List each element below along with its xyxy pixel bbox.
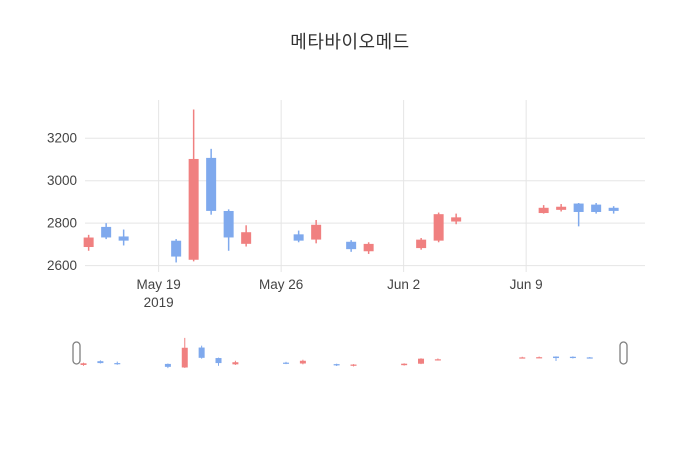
mini-candle-body [401,363,408,366]
mini-candle-body [434,359,441,361]
mini-candle-body [181,347,188,368]
mini-candle-body [299,360,306,364]
mini-candle-body [418,358,425,364]
rangeslider-track[interactable] [80,331,620,375]
candle [311,219,322,244]
candle-body [83,237,94,248]
candle-body [608,207,619,211]
candle-body [433,214,444,241]
candle-body [118,236,129,241]
candle-body [311,224,322,240]
candle [346,240,357,252]
candle [416,238,427,250]
candle [171,239,182,263]
candle-body [188,158,199,260]
candle-body [556,206,567,210]
candle [363,242,374,254]
mini-candle-body [350,364,357,366]
mini-candle-body [80,363,87,365]
candle-body [538,207,549,214]
candle-body [591,204,602,212]
y-tick-label: 3000 [47,173,77,188]
candles [83,109,619,263]
candle-body [223,210,234,238]
candle-body [451,217,462,222]
candle-body [206,157,217,211]
rangeslider [72,331,628,375]
candle [433,212,444,243]
y-tick-label: 3200 [47,131,77,146]
mini-candle-body [97,361,104,364]
mini-candle-body [569,356,576,359]
candle [188,109,199,262]
candle-body [293,234,304,241]
x-tick-label: May 26 [259,277,303,292]
candle [556,204,567,212]
gridlines [85,100,645,272]
rangeslider-right-handle[interactable] [619,341,628,365]
x-tick-sublabel: 2019 [144,295,174,310]
candle [573,202,584,227]
mini-candle-body [283,362,290,364]
mini-candle-body [114,363,121,365]
y-tick-label: 2600 [47,258,77,273]
mini-candle-body [553,356,560,359]
candle-body [171,240,182,257]
x-tick-label: May 19 [137,277,181,292]
candle [241,225,252,247]
mini-candle-body [198,347,205,358]
candle-body [346,241,357,250]
candle [83,234,94,251]
x-tick-label: Jun 2 [387,277,420,292]
candle-body [416,239,427,249]
candle-body [101,226,112,238]
candle [101,223,112,240]
mini-candle-body [536,357,543,359]
candle [118,229,129,246]
mini-candle-body [215,358,222,364]
candle [538,205,549,214]
x-tick-label: Jun 9 [510,277,543,292]
mini-candle-body [333,364,340,366]
candle [293,230,304,243]
candle [223,209,234,251]
candle-body [573,203,584,212]
candle [451,213,462,225]
plot-area[interactable] [85,100,645,272]
rangeslider-left-handle[interactable] [72,341,81,365]
mini-candle-body [586,357,593,359]
mini-candle-body [164,363,171,367]
candle [206,148,217,215]
mini-candle-body [519,357,526,359]
candle [608,206,619,214]
candle-body [241,232,252,244]
chart-title: 메타바이오메드 [290,32,410,52]
candle [591,202,602,214]
y-tick-label: 2800 [47,216,77,231]
candle-body [363,243,374,252]
mini-candle-body [232,362,239,365]
